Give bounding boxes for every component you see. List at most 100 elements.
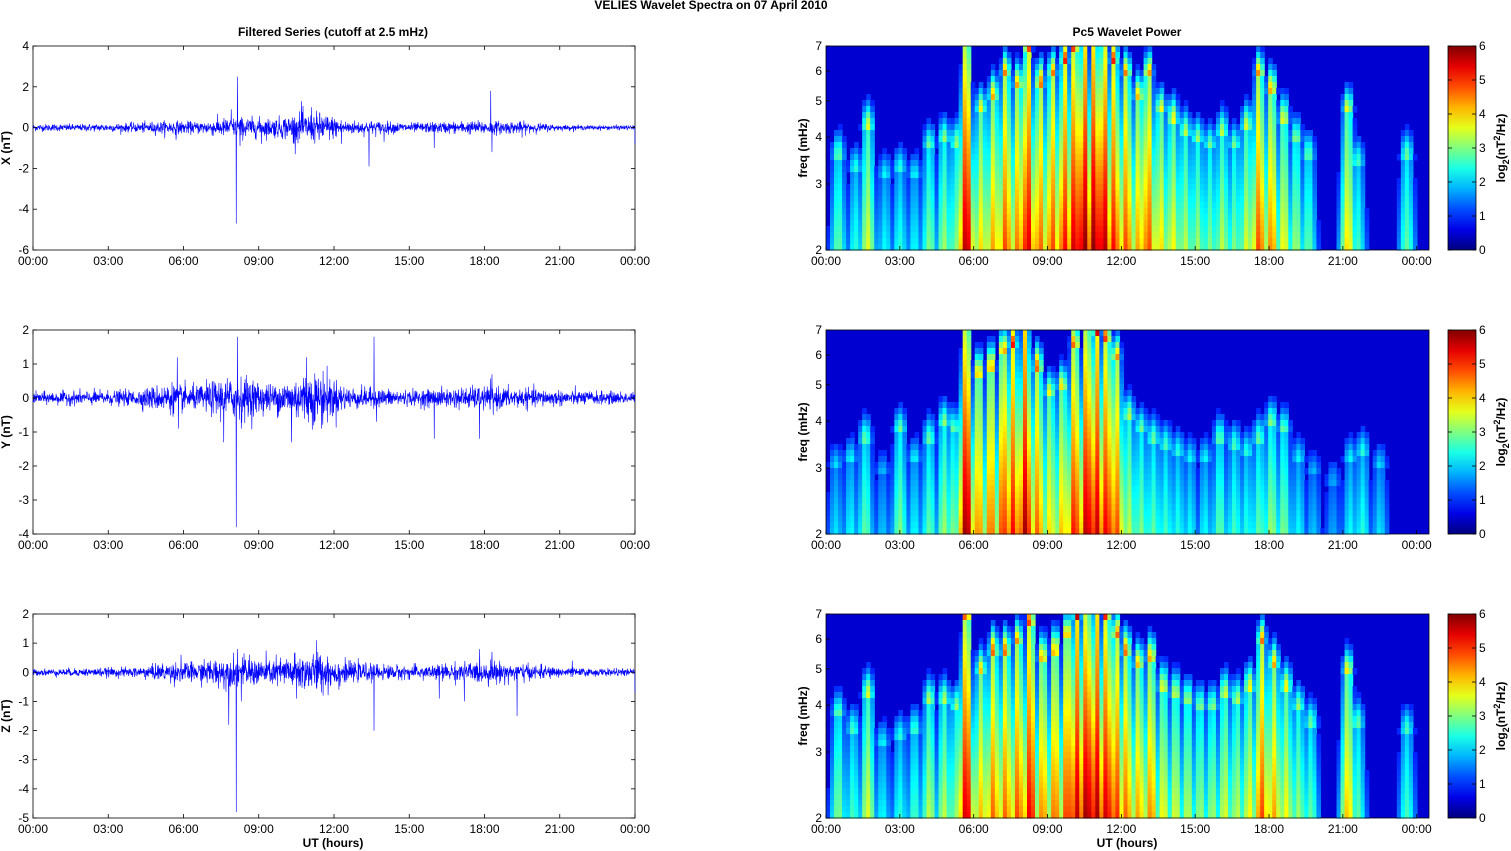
x-series-xtick-label: 00:00 (18, 254, 48, 268)
z-power-ytick-label: 6 (815, 632, 822, 646)
x-power-colorbar-tick: 1 (1479, 209, 1486, 223)
y-power-xtick-label: 12:00 (1106, 538, 1136, 552)
z-series-ytick-label: -5 (18, 811, 29, 825)
y-power-colorbar-tick: 0 (1479, 527, 1486, 541)
z-power-xtick-label: 09:00 (1032, 822, 1062, 836)
x-power-xtick-label: 18:00 (1254, 254, 1284, 268)
z-power-ylabel: freq (mHz) (796, 686, 810, 745)
z-series-ytick-label: 2 (22, 607, 29, 621)
x-series-xtick-label: 18:00 (469, 254, 499, 268)
y-series-panel: 00:00 03:00 06:00 09:00 12:00 15:00 18:00 21:00… (0, 323, 650, 552)
x-power-xtick-label: 15:00 (1180, 254, 1210, 268)
x-series-ytick-label: 0 (22, 121, 29, 135)
z-series-ytick-label: -1 (18, 694, 29, 708)
x-series-axes (32, 45, 636, 251)
x-power-panel: 00:00 03:00 06:00 09:00 12:00 15:00 18:00 21:00… (796, 39, 1511, 268)
x-series-xtick-label: 06:00 (168, 254, 198, 268)
z-series-panel: 00:00 03:00 06:00 09:00 12:00 15:00 18:00 21:00… (0, 607, 650, 836)
y-power-ytick-label: 4 (815, 414, 822, 428)
z-series-xtick-label: 06:00 (168, 822, 198, 836)
z-power-colorbar-tick: 5 (1479, 641, 1486, 655)
z-series-xtick-label: 09:00 (244, 822, 274, 836)
y-power-colorbar-tick: 6 (1479, 323, 1486, 337)
z-series-line (32, 640, 636, 813)
y-power-axes (825, 329, 1430, 535)
x-series-ytick-label: -2 (18, 161, 29, 175)
x-power-ytick-label: 2 (815, 243, 822, 257)
z-power-ytick-label: 3 (815, 745, 822, 759)
x-series-xtick-label: 12:00 (319, 254, 349, 268)
z-power-xtick-label: 21:00 (1328, 822, 1358, 836)
z-power-colorbar-tick: 6 (1479, 607, 1486, 621)
z-power-xtick-label: 12:00 (1106, 822, 1136, 836)
x-series-ytick-label: -6 (18, 243, 29, 257)
x-series-xtick-label: 09:00 (244, 254, 274, 268)
x-power-xtick-label: 03:00 (885, 254, 915, 268)
z-power-xtick-label: 00:00 (1402, 822, 1432, 836)
x-power-colorbar (1447, 45, 1477, 251)
y-power-ytick-label: 3 (815, 461, 822, 475)
x-series-line (32, 76, 636, 224)
y-power-colorbar-tick: 1 (1479, 493, 1486, 507)
figure-title: VELIES Wavelet Spectra on 07 April 2010 (594, 0, 828, 12)
y-series-xtick-label: 15:00 (394, 538, 424, 552)
y-power-ytick-label: 7 (815, 323, 822, 337)
x-power-colorbar-tick: 4 (1479, 107, 1486, 121)
z-power-ytick-label: 5 (815, 662, 822, 676)
x-power-xtick-label: 09:00 (1032, 254, 1062, 268)
z-power-panel: 00:00 03:00 06:00 09:00 12:00 15:00 18:00 21:00… (796, 607, 1511, 836)
z-series-ytick-label: -4 (18, 782, 29, 796)
x-power-colorbar-tick: 3 (1479, 141, 1486, 155)
z-power-colorbar-tick: 3 (1479, 709, 1486, 723)
x-power-xtick-label: 00:00 (1402, 254, 1432, 268)
y-series-xtick-label: 21:00 (545, 538, 575, 552)
z-series-ytick-label: -2 (18, 724, 29, 738)
y-series-xtick-label: 03:00 (93, 538, 123, 552)
y-power-panel: 00:00 03:00 06:00 09:00 12:00 15:00 18:00 21:00… (796, 323, 1511, 552)
x-power-ylabel: freq (mHz) (796, 118, 810, 177)
y-series-xtick-label: 12:00 (319, 538, 349, 552)
x-power-xtick-label: 00:00 (811, 254, 841, 268)
y-power-xtick-label: 18:00 (1254, 538, 1284, 552)
x-power-xtick-label: 12:00 (1106, 254, 1136, 268)
y-series-ytick-label: 0 (22, 391, 29, 405)
x-series-ytick-label: 4 (22, 39, 29, 53)
z-power-ytick-label: 2 (815, 811, 822, 825)
z-power-colorbar-tick: 4 (1479, 675, 1486, 689)
y-power-xtick-label: 03:00 (885, 538, 915, 552)
y-power-colorbar-tick: 5 (1479, 357, 1486, 371)
y-power-colorbar-label: log2(nT2/Hz) (1492, 398, 1511, 467)
z-power-xtick-label: 00:00 (811, 822, 841, 836)
x-power-ytick-label: 6 (815, 64, 822, 78)
z-power-xtick-label: 06:00 (959, 822, 989, 836)
z-power-xtick-label: 03:00 (885, 822, 915, 836)
y-series-line (32, 336, 636, 528)
y-power-ytick-label: 2 (815, 527, 822, 541)
x-power-xtick-label: 21:00 (1328, 254, 1358, 268)
x-power-ytick-label: 5 (815, 94, 822, 108)
x-series-xtick-label: 00:00 (620, 254, 650, 268)
z-series-xtick-label: 18:00 (469, 822, 499, 836)
y-power-xtick-label: 06:00 (959, 538, 989, 552)
y-series-ytick-label: -1 (18, 425, 29, 439)
z-power-colorbar-tick: 0 (1479, 811, 1486, 825)
x-power-colorbar-tick: 0 (1479, 243, 1486, 257)
z-power-colorbar-tick: 2 (1479, 743, 1486, 757)
y-series-xtick-label: 18:00 (469, 538, 499, 552)
x-power-colorbar-tick: 2 (1479, 175, 1486, 189)
y-power-colorbar (1447, 329, 1477, 535)
x-power-xtick-label: 06:00 (959, 254, 989, 268)
y-power-ytick-label: 5 (815, 378, 822, 392)
z-series-xtick-label: 15:00 (394, 822, 424, 836)
y-power-xtick-label: 09:00 (1032, 538, 1062, 552)
x-series-ytick-label: 2 (22, 80, 29, 94)
z-series-axes (32, 613, 636, 819)
z-power-xtick-label: 15:00 (1180, 822, 1210, 836)
x-power-ytick-label: 4 (815, 130, 822, 144)
x-series-xtick-label: 03:00 (93, 254, 123, 268)
z-series-ylabel: Z (nT) (0, 699, 13, 732)
y-power-xtick-label: 21:00 (1328, 538, 1358, 552)
wavelet-power-title: Pc5 Wavelet Power (1073, 25, 1182, 39)
z-power-xtick-label: 18:00 (1254, 822, 1284, 836)
